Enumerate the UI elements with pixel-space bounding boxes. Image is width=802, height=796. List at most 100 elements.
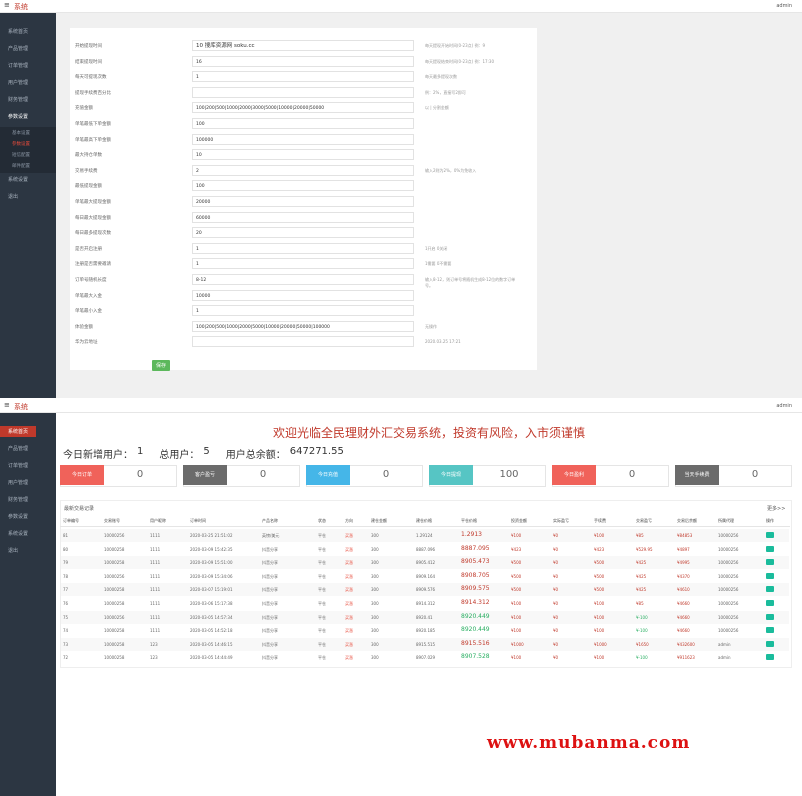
form-input[interactable]: 100 — [192, 118, 414, 129]
table-cell: ¥84853 — [677, 533, 693, 538]
table-cell: ¥423 — [511, 546, 522, 552]
menu-item[interactable]: 订单管理 — [8, 63, 29, 69]
form-input[interactable]: 1 — [192, 242, 414, 254]
table-cell: ¥4995 — [677, 560, 690, 566]
table-cell: 123 — [150, 655, 158, 661]
form-input[interactable] — [192, 86, 414, 98]
table-cell: 300 — [371, 641, 379, 647]
form-note: 1需要 0不需要 — [425, 261, 452, 267]
table-cell: 10000256 — [718, 614, 739, 620]
table-cell: ¥0 — [553, 655, 559, 661]
form-label: 单笔最大入金 — [75, 293, 102, 299]
form-input[interactable]: 100|200|500|1000|2000|3000|5000|10000|20… — [192, 102, 414, 114]
save-button[interactable]: 保存 — [152, 360, 171, 371]
table-cell: ¥423 — [594, 546, 605, 552]
menu-item[interactable]: 产品管理 — [8, 446, 29, 452]
table-cell: 8887.096 — [416, 546, 436, 552]
form-note: 输入8-12，则订单号将随机生成8-12位的数字订单号。 — [425, 277, 516, 288]
table-cell: ¥500 — [511, 560, 522, 566]
menu-item[interactable]: 财务管理 — [8, 97, 29, 103]
table-cell: 2020-03-09 15:42:35 — [190, 546, 233, 552]
menu-item[interactable]: 财务管理 — [8, 497, 29, 503]
menu-item[interactable]: 用户管理 — [8, 480, 29, 486]
action-button[interactable] — [766, 654, 774, 661]
action-button[interactable] — [766, 572, 774, 579]
form-input[interactable]: 10 — [192, 149, 414, 161]
menu-item[interactable]: 系统首页 — [0, 426, 37, 437]
table-cell: admin — [718, 641, 731, 647]
table-cell: 10000258 — [104, 560, 125, 566]
action-button[interactable] — [766, 600, 774, 606]
submenu-item[interactable]: 基本设置 — [12, 131, 30, 136]
user-name[interactable]: admin — [776, 3, 792, 9]
menu-item[interactable]: 参数设置 — [8, 514, 29, 520]
form-input[interactable]: 1 — [192, 258, 414, 270]
action-button[interactable] — [766, 613, 774, 620]
more-link[interactable]: 更多>> — [767, 506, 786, 512]
column-header: 用户昵称 — [150, 518, 166, 523]
menu-item[interactable]: 系统首页 — [8, 29, 29, 35]
table-cell: ¥0 — [553, 641, 559, 647]
form-input[interactable]: 100 — [192, 180, 414, 192]
table-cell: 300 — [371, 546, 379, 552]
action-button[interactable] — [766, 532, 774, 538]
action-button[interactable] — [766, 640, 774, 647]
table-cell: 2020-03-05 14:52:18 — [190, 628, 233, 634]
card-value: 0 — [751, 469, 759, 480]
form-input[interactable]: 1 — [192, 305, 414, 317]
form-note: 1开启 0关闭 — [425, 245, 448, 251]
action-button[interactable] — [766, 559, 774, 566]
form-input[interactable]: 1 — [192, 71, 414, 83]
form-input[interactable]: 20000 — [192, 196, 414, 207]
submenu-bg — [0, 127, 56, 173]
form-input[interactable] — [192, 336, 414, 348]
form-input[interactable]: 10 搜库资源网 soku.cc — [192, 40, 414, 51]
form-input[interactable]: 10000 — [192, 289, 414, 301]
form-input[interactable]: 60000 — [192, 211, 414, 223]
table-cell: 10000256 — [104, 573, 125, 579]
table-cell: ¥100 — [511, 601, 522, 606]
column-header: 建仓金额 — [371, 518, 387, 523]
menu-item[interactable]: 系统设置 — [8, 177, 29, 183]
menu-item[interactable]: 退出 — [8, 194, 19, 200]
table-title: 最新交易记录 — [64, 506, 95, 512]
table-cell: 买涨 — [345, 560, 353, 566]
table-cell: ¥500 — [511, 573, 522, 579]
table-cell: 平仓 — [318, 601, 326, 606]
table-cell: 2020-03-05 14:44:49 — [190, 655, 233, 661]
action-button[interactable] — [766, 627, 774, 634]
column-header: 平仓价格 — [461, 518, 477, 523]
table-cell: ¥500 — [511, 587, 522, 593]
table-cell: 8909.164 — [416, 573, 436, 579]
table-cell: 抖音分享 — [262, 614, 278, 620]
table-cell: ¥100 — [511, 628, 522, 634]
table-cell: 74 — [63, 628, 69, 634]
form-input[interactable]: 2 — [192, 164, 414, 176]
menu-item[interactable]: 系统设置 — [8, 531, 29, 537]
menu-item[interactable]: 产品管理 — [8, 46, 29, 52]
menu-item[interactable]: 用户管理 — [8, 80, 29, 86]
form-input[interactable]: 16 — [192, 55, 414, 67]
submenu-item[interactable]: 短信配置 — [12, 153, 30, 158]
submenu-item[interactable]: 邮件配置 — [12, 164, 30, 169]
table-cell: 123 — [150, 641, 158, 647]
submenu-item[interactable]: 参数设置 — [12, 142, 30, 147]
menu-item[interactable]: 订单管理 — [8, 463, 29, 469]
table-cell: 8915.515 — [416, 641, 436, 647]
form-input[interactable]: 100|200|500|1000|2000|5000|10000|20000|5… — [192, 320, 414, 332]
header-bar — [0, 0, 802, 13]
form-input[interactable]: 20 — [192, 227, 414, 239]
table-cell: 1111 — [150, 573, 161, 579]
table-cell: 1111 — [150, 533, 161, 538]
table-cell: 81 — [63, 533, 69, 538]
table-cell: 买涨 — [345, 614, 353, 620]
menu-item[interactable]: 退出 — [8, 548, 19, 554]
form-input[interactable]: 100000 — [192, 133, 414, 145]
menu-item[interactable]: 参数设置 — [8, 114, 29, 120]
action-button[interactable] — [766, 586, 774, 593]
form-input[interactable]: 8-12 — [192, 274, 414, 285]
action-button[interactable] — [766, 545, 774, 552]
user-name[interactable]: admin — [776, 403, 792, 409]
table-cell: ¥0 — [553, 628, 559, 634]
table-cell: ¥4660 — [677, 601, 690, 606]
